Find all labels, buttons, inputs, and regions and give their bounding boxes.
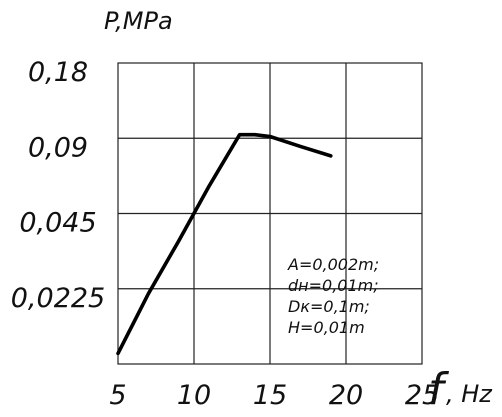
x-tick-label: 15	[253, 380, 287, 411]
x-tick-label: 20	[329, 380, 363, 411]
y-tick-label: 0,09	[28, 132, 88, 163]
note-line-4: H=0,01m	[288, 318, 365, 337]
y-tick-labels: 0,18 0,09 0,045 0,0225	[11, 57, 105, 314]
note-line-1: A=0,002m;	[287, 255, 379, 274]
series-line-0	[116, 132, 333, 356]
y-tick-label: 0,18	[28, 57, 88, 88]
note-line-2: dн=0,01m;	[288, 276, 379, 295]
note-line-3: Dк=0,1m;	[288, 297, 370, 316]
x-tick-label: 10	[177, 380, 211, 411]
grid	[117, 62, 423, 365]
x-axis-unit: , Hz	[446, 380, 493, 408]
y-axis-label: P,MPa	[104, 7, 173, 35]
x-tick-labels: 5 10 15 20 25	[109, 380, 439, 411]
x-tick-label: 5	[109, 380, 126, 411]
series-group	[116, 132, 333, 356]
y-tick-label: 0,045	[19, 208, 96, 239]
parameters-note: A=0,002m; dн=0,01m; Dк=0,1m; H=0,01m	[287, 255, 379, 337]
y-tick-label: 0,0225	[11, 283, 105, 314]
x-tick-label: 25	[405, 380, 439, 411]
